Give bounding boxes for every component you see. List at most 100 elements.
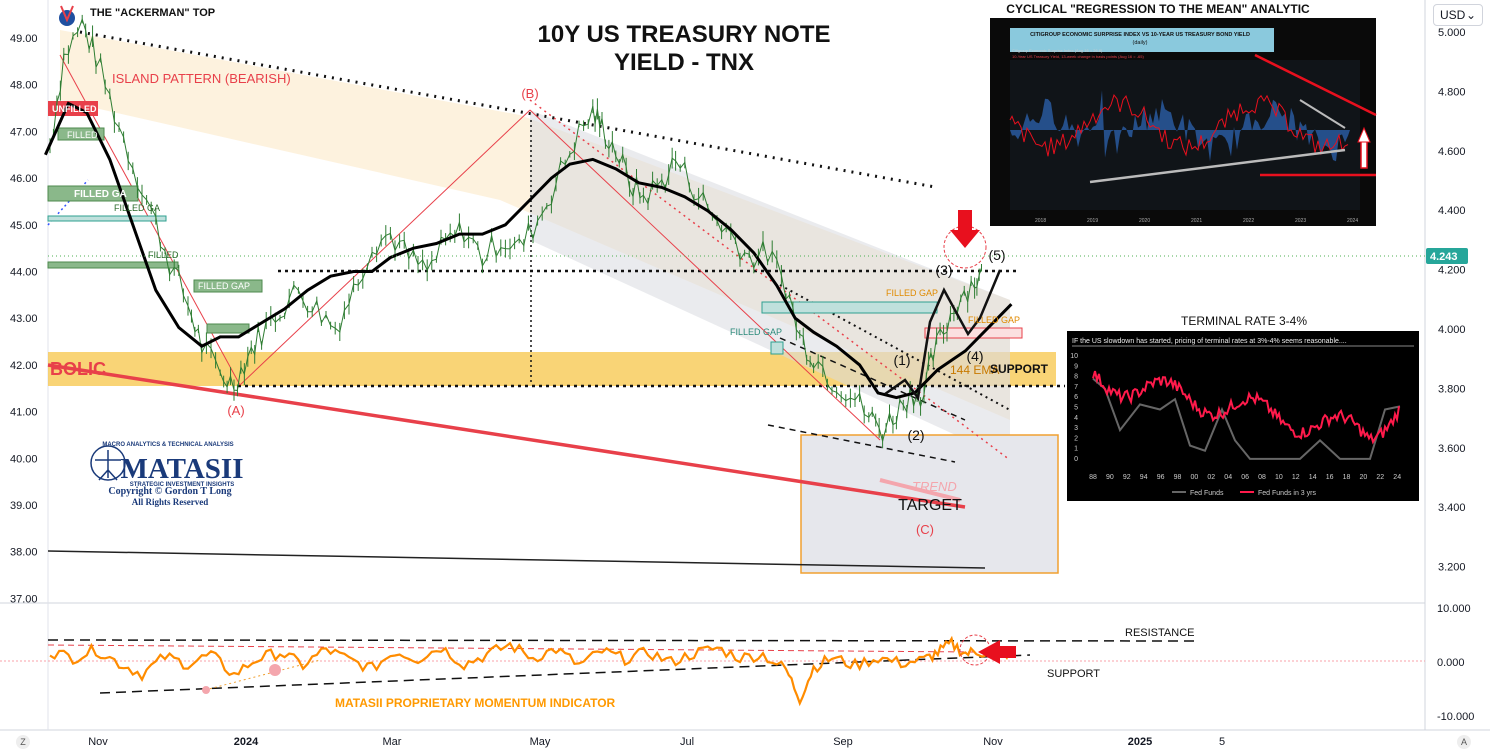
right-tick-label: 3.400 <box>1438 502 1466 514</box>
right-tick-label: 4.400 <box>1438 205 1466 217</box>
logo-copyright: Copyright © Gordon T Long <box>108 486 231 497</box>
inset-bottom-subtitle: IF the US slowdown has started, pricing … <box>1072 338 1347 345</box>
filled-gap-label-3: FILLED GAP <box>198 281 250 291</box>
upper-resistance-line <box>79 30 936 189</box>
inset-top-chart-title: CITIGROUP ECONOMIC SURPRISE INDEX VS 10-… <box>1030 32 1250 38</box>
inset-top-year: 2023 <box>1295 218 1306 224</box>
wave-C-label: (C) <box>916 522 934 537</box>
yield-change-line <box>1009 94 1349 157</box>
fed-funds-3y-line <box>1092 370 1400 445</box>
left-tick-label: 42.00 <box>10 360 38 372</box>
fed-funds-line <box>1092 377 1401 460</box>
filled-gap-label-2: FILLED GA <box>114 203 160 213</box>
right-tick-label: 3.200 <box>1438 562 1466 574</box>
oscillator-line <box>49 635 1013 707</box>
left-tick-label: 39.00 <box>10 500 38 512</box>
left-tick-label: 45.00 <box>10 220 38 232</box>
parabolic-label: BOLIC <box>50 359 106 379</box>
filled-gap-box-3 <box>47 215 167 222</box>
osc-axis-ticks: 10.000 0.000 -10.000 <box>1437 603 1474 723</box>
inset-bottom-x-tick: 90 <box>1106 474 1114 481</box>
inset-top-year: 2021 <box>1191 218 1202 224</box>
price-line <box>49 17 982 442</box>
logo-top-line: MACRO ANALYTICS & TECHNICAL ANALYSIS <box>102 442 233 448</box>
filled-gap-box-2 <box>47 185 139 202</box>
v-mark-icon <box>60 5 74 23</box>
inset-top: CITIGROUP ECONOMIC SURPRISE INDEX VS 10-… <box>990 18 1377 226</box>
target-box <box>800 434 1059 574</box>
oscillator-series <box>49 635 1013 707</box>
inset-bottom-x-tick: 16 <box>1326 474 1334 481</box>
chart-title-line-1: 10Y US TREASURY NOTE <box>538 21 831 48</box>
auto-scale-button[interactable]: A <box>1457 735 1471 749</box>
inset-bottom-x-tick: 14 <box>1309 474 1317 481</box>
inset-bottom-y-tick: 10 <box>1070 353 1078 360</box>
wave5-circle <box>943 225 987 269</box>
right-tick-label: 4.200 <box>1438 265 1466 277</box>
time-tick-label: 5 <box>1219 736 1225 748</box>
right-tick-label: 4.600 <box>1438 146 1466 158</box>
left-axis-ticks: 49.00 48.00 47.00 46.00 45.00 44.00 43.00 42.00… <box>10 33 38 605</box>
time-tick-label: Nov <box>88 736 108 748</box>
time-tick-label: Nov <box>983 736 1003 748</box>
osc-arrow-icon <box>978 640 1016 664</box>
inset-top-year: 2024 <box>1347 218 1358 224</box>
wave-projection-line <box>884 269 1002 402</box>
osc-tick-label: 0.000 <box>1437 657 1465 669</box>
inset-bottom-y-tick: 6 <box>1074 394 1078 401</box>
trend-label: TREND <box>912 479 957 494</box>
logo-name: MATASII <box>121 453 244 485</box>
ema-label: 144 EMA <box>950 363 999 377</box>
chart-title-line-2: YIELD - TNX <box>614 49 754 76</box>
C-leg <box>529 109 881 441</box>
middle-dashed-line <box>779 337 966 421</box>
osc-resistance-line <box>47 639 1201 642</box>
osc-resistance-label: RESISTANCE <box>1125 627 1194 639</box>
inset-bottom-x-tick: 08 <box>1258 474 1266 481</box>
support-label: SUPPORT <box>990 362 1049 376</box>
ma-series <box>44 101 1013 400</box>
inset-bottom-legend-2: Fed Funds in 3 yrs <box>1258 490 1316 497</box>
long-baseline <box>47 550 986 569</box>
unfilled-label: UNFILLED <box>52 104 97 114</box>
grey-channel <box>530 110 1010 460</box>
timezone-icon[interactable]: Z <box>16 735 30 749</box>
inset-top-year: 2020 <box>1139 218 1150 224</box>
osc-support-label: SUPPORT <box>1047 668 1100 680</box>
inset-bottom-x-tick: 10 <box>1275 474 1283 481</box>
wave-5-label: (5) <box>988 247 1005 263</box>
trend-highlight <box>879 478 961 502</box>
left-tick-label: 40.00 <box>10 453 38 465</box>
inset-bottom-x-tick: 88 <box>1089 474 1097 481</box>
inset-bottom-x-tick: 02 <box>1207 474 1215 481</box>
inset-bottom-y-tick: 8 <box>1074 374 1078 381</box>
inset-bottom-x-tick: 96 <box>1157 474 1165 481</box>
wave-1-label: (1) <box>893 352 910 368</box>
filled-gap-label-5: FILLED GAP <box>730 327 782 337</box>
inset-bottom-x-tick: 24 <box>1393 474 1401 481</box>
left-tick-label: 49.00 <box>10 33 38 45</box>
inset-bottom: IF the US slowdown has started, pricing … <box>1067 331 1419 501</box>
inset-top-legend-1: Citigroup Economic Surprise Index (Aug 1… <box>1012 48 1103 53</box>
inset-top-title: CYCLICAL "REGRESSION TO THE MEAN" ANALYT… <box>1006 2 1310 16</box>
wave-2-label: (2) <box>907 427 924 443</box>
time-tick-label: 2024 <box>234 736 259 748</box>
osc-red-dashed <box>47 644 976 653</box>
inset-bottom-y-tick: 1 <box>1074 446 1078 453</box>
time-tick-label: Sep <box>833 736 853 748</box>
filled-gap-label-1: FILLED GA <box>74 189 127 200</box>
right-tick-label: 4.000 <box>1438 324 1466 336</box>
osc-tick-label: -10.000 <box>1437 711 1474 723</box>
filled-gap-label-6: FILLED GAP <box>968 315 1020 325</box>
time-axis-ticks: Nov 2024 Mar May Jul Sep Nov 2025 5 <box>88 736 1225 748</box>
inset-bottom-x-tick: 98 <box>1174 474 1182 481</box>
right-tick-label: 4.800 <box>1438 86 1466 98</box>
left-tick-label: 41.00 <box>10 407 38 419</box>
inset-top-chart-subtitle: (daily) <box>1133 40 1148 46</box>
B-leg <box>239 109 531 386</box>
currency-selector[interactable]: USD ⌄ <box>1433 4 1483 26</box>
inset-bottom-x-tick: 00 <box>1191 474 1199 481</box>
ma-line <box>44 101 1013 400</box>
wave-4-label: (4) <box>966 348 983 364</box>
